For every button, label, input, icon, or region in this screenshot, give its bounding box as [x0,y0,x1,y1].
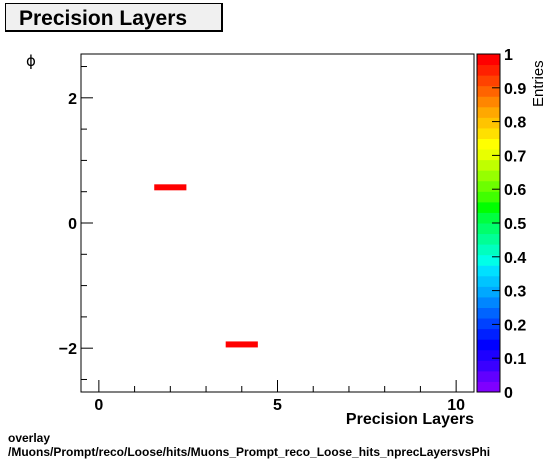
y-axis-label: ϕ [26,52,36,70]
colorbar-step [477,170,500,182]
colorbar-tick-label: 0 [504,385,513,402]
colorbar-step [477,233,500,245]
x-axis-label: Precision Layers [346,411,474,428]
footer-path: /Muons/Prompt/reco/Loose/hits/Muons_Prom… [8,445,491,459]
colorbar-step [477,138,500,150]
x-tick-label: 0 [94,397,103,414]
colorbar-step [477,106,500,118]
chart-title: Precision Layers [19,7,188,30]
colorbar-tick-label: 0.4 [504,250,526,267]
colorbar-step [477,339,500,351]
colorbar-step [477,370,500,382]
colorbar-tick-label: 0.6 [504,182,526,199]
colorbar-step [477,265,500,277]
colorbar-step [477,349,500,361]
colorbar-step [477,328,500,340]
heatmap-bin-0 [154,184,187,191]
colorbar-step [477,117,500,129]
x-tick-label: 5 [273,397,282,414]
colorbar-step [477,159,500,171]
y-axis: −2 0 2 [59,66,93,380]
colorbar-step [477,85,500,97]
colorbar-step [477,307,500,319]
colorbar-step [477,54,500,66]
title-box: Precision Layers [5,3,223,32]
colorbar-step [477,127,500,139]
colorbar-step [477,360,500,372]
colorbar-step [477,96,500,108]
colorbar-step [477,64,500,76]
colorbar-step [477,381,500,393]
colorbar-step [477,212,500,224]
colorbar-step [477,75,500,87]
colorbar-step [477,318,500,330]
colorbar-step [477,254,500,266]
y-tick-label: −2 [59,341,77,358]
colorbar-tick-label: 0.2 [504,317,526,334]
colorbar-tick-label: 0.8 [504,115,526,132]
colorbar-tick-label: 0.3 [504,284,526,301]
x-tick-label: 10 [447,397,465,414]
heatmap-bin-1 [225,341,258,348]
x-axis: 0 5 10 [94,380,465,414]
colorbar-tick-label: 0.9 [504,81,526,98]
colorbar: 0 0.1 0.2 0.3 0.4 0.5 0.6 0.7 0.8 0.9 1 [476,47,526,402]
colorbar-step [477,223,500,235]
bins-layer [154,184,258,348]
colorbar-tick-label: 0.1 [504,351,526,368]
colorbar-tick-label: 1 [504,47,513,64]
y-tick-label: 2 [68,91,77,108]
colorbar-step [477,180,500,192]
colorbar-step [477,191,500,203]
colorbar-label: Entries [530,60,546,107]
y-tick-label: 0 [68,216,77,233]
colorbar-step [477,244,500,256]
footer-overlay: overlay [8,431,51,445]
colorbar-step [477,286,500,298]
colorbar-tick-label: 0.5 [504,216,526,233]
colorbar-step [477,275,500,287]
plot-frame [80,53,475,393]
colorbar-step [477,149,500,161]
colorbar-tick-label: 0.7 [504,148,526,165]
colorbar-step [477,296,500,308]
colorbar-step [477,201,500,213]
